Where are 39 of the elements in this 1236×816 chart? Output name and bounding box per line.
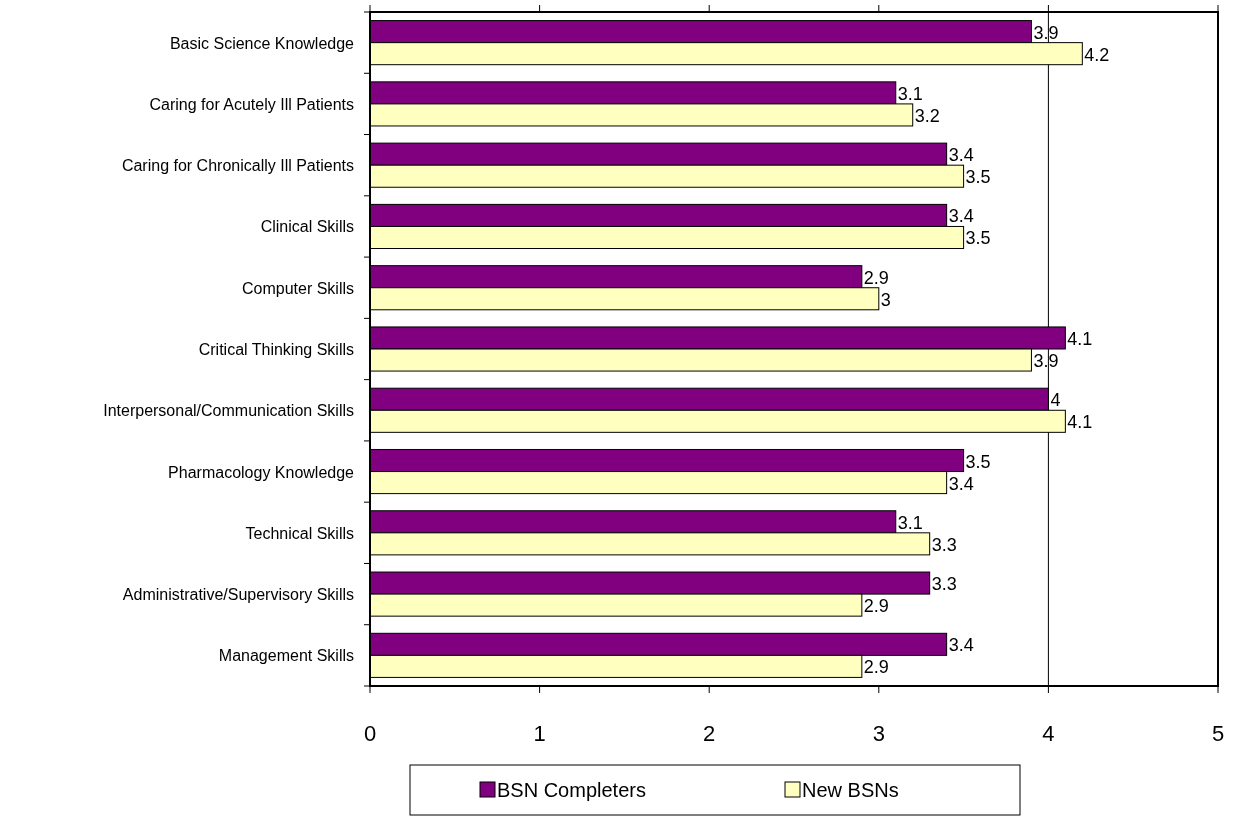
y-tick-label: Computer Skills — [241, 279, 354, 297]
data-label: 3.4 — [948, 206, 974, 227]
y-tick-label: Interpersonal/Communication Skills — [103, 402, 354, 420]
data-label: 3.5 — [965, 167, 991, 188]
x-tick-label: 5 — [1211, 721, 1225, 746]
data-label: 3.2 — [914, 105, 940, 126]
x-tick-label: 1 — [533, 721, 546, 746]
data-label: 4.1 — [1067, 412, 1093, 433]
data-label: 3.1 — [897, 83, 923, 104]
data-label: 3.4 — [948, 473, 974, 494]
legend-label: New BSNs — [802, 779, 899, 801]
y-tick-label: Critical Thinking Skills — [198, 341, 354, 358]
x-tick-label: 0 — [363, 721, 377, 746]
data-label: 3.5 — [965, 451, 991, 472]
y-tick-label: Administrative/Supervisory Skills — [122, 586, 354, 604]
y-tick-label: Management Skills — [218, 647, 354, 665]
data-label: 2.9 — [863, 657, 889, 678]
x-tick-label: 2 — [703, 721, 716, 746]
x-tick-label: 3 — [872, 721, 885, 746]
data-label: 3.5 — [965, 228, 991, 249]
data-label: 2.9 — [863, 596, 889, 617]
legend-label: BSN Completers — [497, 779, 646, 801]
data-label: 3.3 — [931, 534, 957, 555]
data-label: 4 — [1050, 390, 1061, 411]
x-tick-label: 4 — [1042, 721, 1055, 746]
y-tick-label: Clinical Skills — [260, 218, 354, 236]
y-tick-label: Caring for Chronically Ill Patients — [121, 157, 354, 175]
data-label: 4.2 — [1084, 44, 1110, 65]
y-tick-label: Technical Skills — [245, 524, 354, 542]
data-label: 3.1 — [897, 512, 923, 533]
data-label: 2.9 — [863, 267, 889, 288]
data-label: 3 — [880, 289, 891, 310]
y-tick-label: Caring for Acutely Ill Patients — [149, 95, 354, 113]
y-tick-label: Basic Science Knowledge — [169, 34, 355, 52]
y-tick-label: Pharmacology Knowledge — [168, 463, 355, 481]
data-label: 3.4 — [948, 145, 974, 166]
data-label: 3.4 — [948, 635, 974, 656]
data-label: 3.3 — [931, 574, 957, 595]
data-label: 4.1 — [1067, 328, 1093, 349]
